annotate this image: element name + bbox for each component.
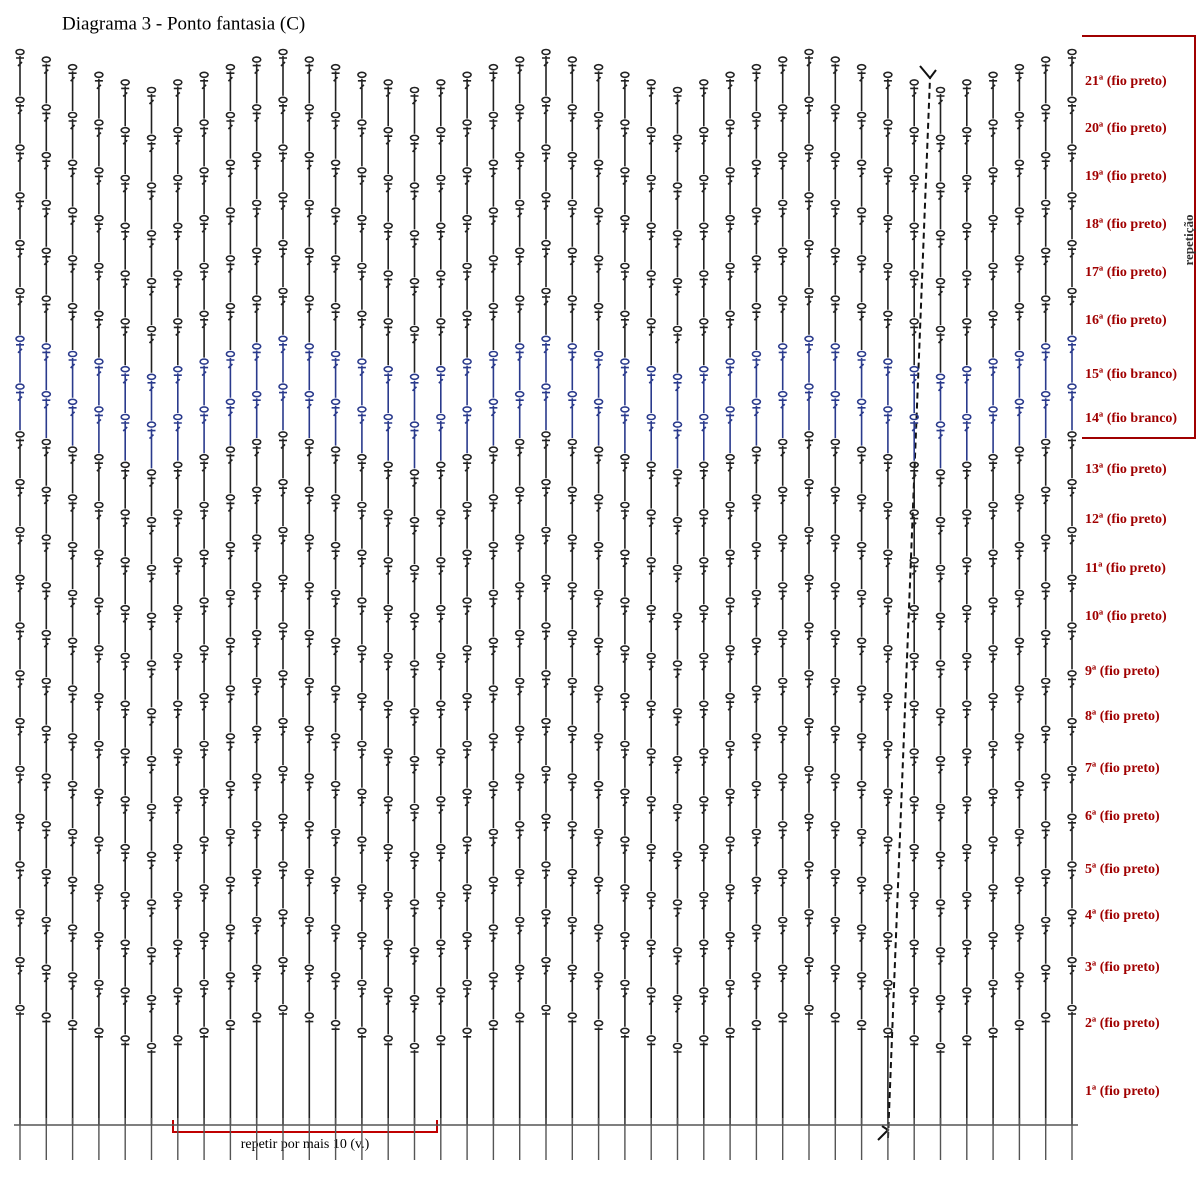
repeat-diagonal <box>887 77 931 1139</box>
stitch-row <box>15 335 1077 421</box>
row-label: 3ª (fio preto) <box>1085 960 1160 975</box>
stitch-row <box>15 622 1077 708</box>
row-label: 12ª (fio preto) <box>1085 512 1167 527</box>
stitch-row <box>15 1004 1077 1125</box>
diagram-title: Diagrama 3 - Ponto fantasia (C) <box>62 13 305 34</box>
stitch-row <box>15 574 1077 660</box>
row-labels: 21ª (fio preto) 20ª (fio preto) 19ª (fio p… <box>1085 74 1177 1099</box>
foundation-chain <box>14 1118 1078 1160</box>
row-label: 16ª (fio preto) <box>1085 313 1167 328</box>
stitch-row <box>15 239 1077 325</box>
bottom-repeat-bracket <box>172 1120 438 1133</box>
stitch-row <box>15 526 1077 612</box>
stitch-row <box>15 144 1077 230</box>
row-label: 10ª (fio preto) <box>1085 609 1167 624</box>
row-label: 19ª (fio preto) <box>1085 169 1167 184</box>
stitch-row <box>15 192 1077 278</box>
row-label: 8ª (fio preto) <box>1085 709 1160 724</box>
stitch-row <box>15 478 1077 564</box>
stitch-row <box>15 670 1077 756</box>
repeat-bracket <box>1082 35 1196 439</box>
stitch-row <box>15 717 1077 803</box>
row-label: 1ª (fio preto) <box>1085 1084 1160 1099</box>
row-label: 2ª (fio preto) <box>1085 1016 1160 1031</box>
row-label: 7ª (fio preto) <box>1085 761 1160 776</box>
row-label: 21ª (fio preto) <box>1085 74 1167 89</box>
stitch-row <box>15 765 1077 851</box>
row-label: 11ª (fio preto) <box>1085 561 1166 576</box>
row-label: 14ª (fio branco) <box>1085 411 1177 426</box>
bottom-repeat-label: repetir por mais 10 (v.) <box>241 1137 370 1152</box>
row-label: 15ª (fio branco) <box>1085 367 1177 382</box>
stitch-row <box>15 383 1077 469</box>
stitch-row <box>15 287 1077 373</box>
row-label: 4ª (fio preto) <box>1085 908 1160 923</box>
stitch-row <box>15 909 1077 995</box>
row-label: 17ª (fio preto) <box>1085 265 1167 280</box>
row-label: 13ª (fio preto) <box>1085 462 1167 477</box>
row-label: 18ª (fio preto) <box>1085 217 1167 232</box>
row-label: 6ª (fio preto) <box>1085 809 1160 824</box>
row-label: 5ª (fio preto) <box>1085 862 1160 877</box>
stitch-grid <box>14 48 1078 1160</box>
stitch-row <box>15 48 1077 134</box>
stitch-row <box>15 861 1077 947</box>
repeat-side-label: repetição <box>1181 214 1196 265</box>
stitch-row <box>15 96 1077 182</box>
row-label: 20ª (fio preto) <box>1085 121 1167 136</box>
row-label: 9ª (fio preto) <box>1085 664 1160 679</box>
stitch-row <box>15 813 1077 899</box>
stitch-row <box>15 956 1077 1042</box>
stitch-row <box>15 431 1077 517</box>
